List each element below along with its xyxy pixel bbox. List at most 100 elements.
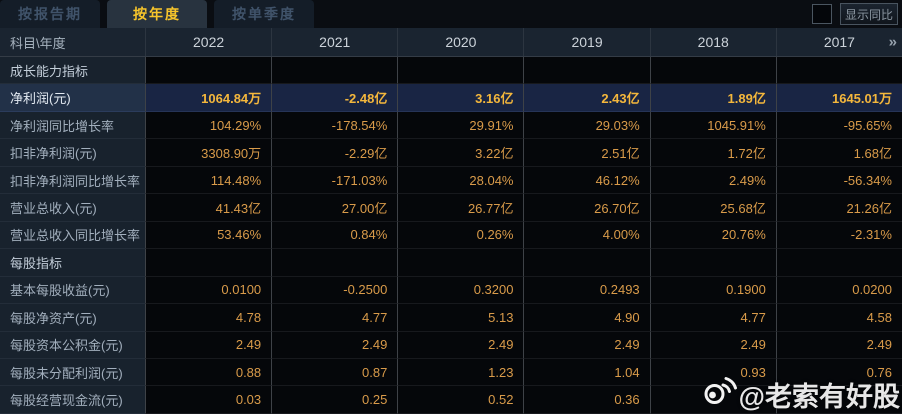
more-years-chevron-icon[interactable]: » [888,33,897,51]
row-label: 营业总收入同比增长率 [0,221,145,250]
cell-2021: -2.29亿 [271,139,398,167]
table-row[interactable]: 扣非净利润同比增长率 114.48% -171.03% 28.04% 46.12% 2.4… [0,166,902,195]
row-label: 营业总收入(元) [0,194,145,222]
row-label: 净利润(元) [0,84,145,112]
cell-2019: 4.90 [523,304,650,332]
table-row[interactable]: 营业总收入(元) 41.43亿 27.00亿 26.77亿 26.70亿 25.68亿 21… [0,194,902,222]
cell-2020: 29.91% [397,111,524,140]
cell-2020 [397,57,524,85]
yoy-controls: 显示同比 [811,3,898,25]
cell-2021 [271,57,398,85]
row-label: 基本每股收益(元) [0,276,145,305]
row-label: 每股指标 [0,249,145,277]
cell-2021: 0.87 [271,358,398,387]
cell-2019: 0.2493 [523,276,650,305]
cell-2021: -0.2500 [271,276,398,305]
cell-2018: 0.93 [649,358,776,387]
cell-2020: 2.49 [397,331,524,359]
cell-2022: 41.43亿 [145,194,272,222]
year-header-2018: 2018 [649,28,776,56]
cell-2018: 20.76% [649,221,776,250]
table-row[interactable]: 每股净资产(元) 4.78 4.77 5.13 4.90 4.77 4.58 [0,304,902,332]
cell-2020: 0.3200 [397,276,524,305]
cell-2017 [775,249,902,277]
cell-2018: 25.68亿 [649,194,776,222]
table-row[interactable]: 每股经营现金流(元) 0.03 0.25 0.52 0.36 [0,386,902,414]
tab-by-report-period[interactable]: 按报告期 [0,0,100,28]
cell-2018: 1045.91% [649,111,776,140]
cell-2022: 53.46% [145,221,272,250]
table-row[interactable]: 营业总收入同比增长率 53.46% 0.84% 0.26% 4.00% 20.76% -2.… [0,221,902,250]
cell-2018: 0.1900 [649,276,776,305]
cell-2022: 114.48% [145,166,272,195]
cell-2019: 29.03% [523,111,650,140]
year-header-2017: 2017 [775,28,902,56]
cell-2022: 0.03 [145,386,272,414]
cell-2019: 46.12% [523,166,650,195]
cell-2020: 3.16亿 [397,84,524,112]
cell-2019: 0.36 [523,386,650,414]
cell-2018 [649,386,776,414]
cell-2018 [649,249,776,277]
cell-2019: 26.70亿 [523,194,650,222]
row-label: 每股净资产(元) [0,304,145,332]
cell-2021: 4.77 [271,304,398,332]
section-row: 成长能力指标 [0,57,902,85]
cell-2022: 0.0100 [145,276,272,305]
cell-2022 [145,249,272,277]
table-row[interactable]: 净利润同比增长率 104.29% -178.54% 29.91% 29.03% 1045.… [0,111,902,140]
cell-2020: 3.22亿 [397,139,524,167]
cell-2020: 0.52 [397,386,524,414]
cell-2017: 1645.01万 [775,84,902,112]
row-label: 扣非净利润同比增长率 [0,166,145,195]
cell-2021: 2.49 [271,331,398,359]
show-yoy-label[interactable]: 显示同比 [839,3,898,25]
cell-2017 [775,386,902,414]
cell-2020 [397,249,524,277]
cell-2018: 2.49 [649,331,776,359]
cell-2018: 1.72亿 [649,139,776,167]
table-row[interactable]: 每股未分配利润(元) 0.88 0.87 1.23 1.04 0.93 0.76 [0,358,902,387]
cell-2019: 4.00% [523,221,650,250]
cell-2021: -178.54% [271,111,398,140]
cell-2021 [271,249,398,277]
cell-2017: 0.0200 [775,276,902,305]
show-yoy-checkbox[interactable] [811,4,832,24]
tab-by-single-quarter[interactable]: 按单季度 [214,0,314,28]
cell-2017: 1.68亿 [775,139,902,167]
cell-2019: 2.43亿 [523,84,650,112]
cell-2017: 0.76 [775,358,902,387]
section-row: 每股指标 [0,249,902,277]
cell-2018 [649,57,776,85]
table-row[interactable]: 基本每股收益(元) 0.0100 -0.2500 0.3200 0.2493 0.1900… [0,276,902,305]
cell-2018: 1.89亿 [649,84,776,112]
corner-label: 科目\年度 [10,35,66,51]
cell-2021: 0.25 [271,386,398,414]
cell-2020: 5.13 [397,304,524,332]
cell-2018: 4.77 [649,304,776,332]
row-label: 每股资本公积金(元) [0,331,145,359]
table-row[interactable]: 扣非净利润(元) 3308.90万 -2.29亿 3.22亿 2.51亿 1.72亿 1.6… [0,139,902,167]
cell-2019: 2.51亿 [523,139,650,167]
row-label: 净利润同比增长率 [0,111,145,140]
cell-2022: 104.29% [145,111,272,140]
cell-2021: -171.03% [271,166,398,195]
cell-2017: 2.49 [775,331,902,359]
year-header-2021: 2021 [271,28,397,56]
table-row[interactable]: 净利润(元) 1064.84万 -2.48亿 3.16亿 2.43亿 1.89亿 1645.… [0,84,902,112]
cell-2017: -56.34% [775,166,902,195]
tab-by-year[interactable]: 按年度 [107,0,207,28]
period-tabbar: 按报告期 按年度 按单季度 显示同比 [0,0,902,28]
cell-2021: 27.00亿 [271,194,398,222]
cell-2022: 3308.90万 [145,139,272,167]
row-label: 成长能力指标 [0,57,145,85]
cell-2020: 1.23 [397,358,524,387]
cell-2019 [523,57,650,85]
cell-2022: 0.88 [145,358,272,387]
cell-2022 [145,57,272,85]
cell-2020: 26.77亿 [397,194,524,222]
cell-2017 [775,57,902,85]
cell-2019: 1.04 [523,358,650,387]
table-row[interactable]: 每股资本公积金(元) 2.49 2.49 2.49 2.49 2.49 2.49 [0,331,902,359]
